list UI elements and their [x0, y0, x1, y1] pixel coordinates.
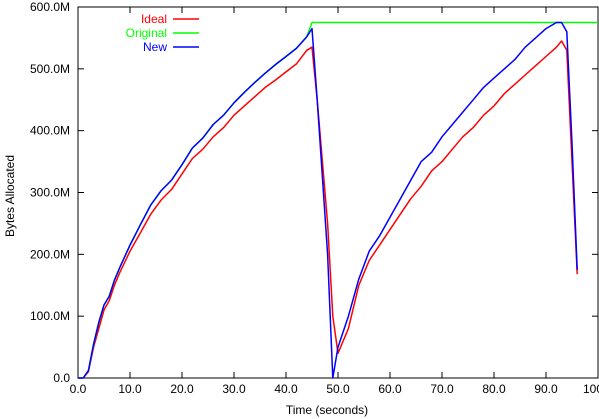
- x-tick-label: 30.0: [222, 382, 246, 396]
- x-tick-label: 60.0: [378, 382, 402, 396]
- series-lines: [78, 21, 598, 379]
- y-tick-label: 0.0: [53, 371, 70, 385]
- x-axis: 0.0 10.0 20.0 30.0 40.0 50.0 60.0 70.0 80.0 90.0 1…: [70, 7, 599, 396]
- x-tick-label: 100.0: [583, 382, 599, 396]
- x-tick-label: 20.0: [170, 382, 194, 396]
- x-tick-label: 90.0: [534, 382, 558, 396]
- y-tick-label: 300.0M: [30, 186, 70, 200]
- y-tick-label: 200.0M: [30, 247, 70, 261]
- y-tick-label: 100.0M: [30, 309, 70, 323]
- x-axis-title: Time (seconds): [286, 403, 368, 417]
- plot-border: [77, 6, 599, 379]
- y-tick-label: 400.0M: [30, 124, 70, 138]
- x-tick-label: 70.0: [430, 382, 454, 396]
- series-line-original: [78, 21, 598, 379]
- y-axis-title: Bytes Allocated: [3, 155, 17, 237]
- x-tick-label: 0.0: [70, 382, 87, 396]
- legend-label-ideal: Ideal: [141, 12, 167, 26]
- x-tick-label: 50.0: [326, 382, 350, 396]
- legend-label-new: New: [143, 40, 167, 54]
- y-tick-label: 600.0M: [30, 0, 70, 14]
- y-tick-label: 500.0M: [30, 62, 70, 76]
- x-tick-label: 10.0: [118, 382, 142, 396]
- x-tick-label: 40.0: [274, 382, 298, 396]
- series-line-new: [78, 21, 578, 379]
- plot-frame: [77, 6, 599, 379]
- series-line-ideal: [78, 40, 578, 379]
- x-tick-label: 80.0: [482, 382, 506, 396]
- legend-label-original: Original: [126, 26, 167, 40]
